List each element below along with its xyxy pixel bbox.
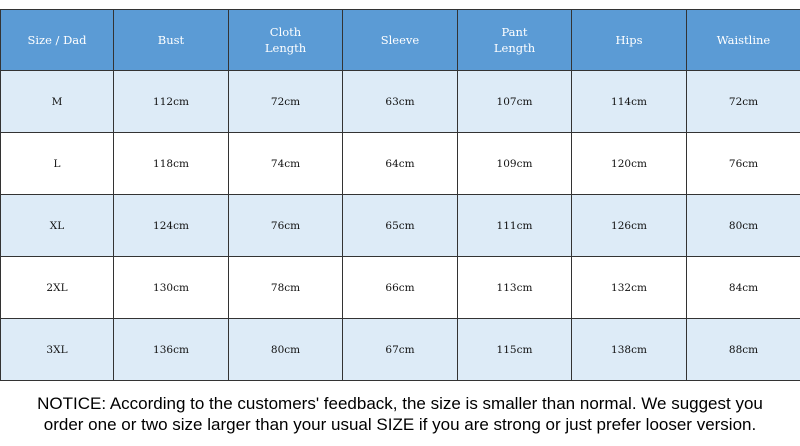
hips-cell: 132cm	[571, 256, 687, 319]
size-cell: 3XL	[0, 318, 114, 381]
header-pant-length: Pant Length	[457, 9, 572, 71]
waistline-cell: 84cm	[686, 256, 800, 319]
hips-cell: 120cm	[571, 132, 687, 195]
sleeve-cell: 63cm	[342, 70, 458, 133]
bust-cell: 112cm	[113, 70, 229, 133]
pant-length-cell: 111cm	[457, 194, 572, 257]
cloth-length-cell: 78cm	[228, 256, 343, 319]
pant-length-cell: 115cm	[457, 318, 572, 381]
table-row: L 118cm 74cm 64cm 109cm 120cm 76cm	[0, 132, 800, 195]
size-cell: L	[0, 132, 114, 195]
waistline-cell: 88cm	[686, 318, 800, 381]
sleeve-cell: 67cm	[342, 318, 458, 381]
header-bust: Bust	[113, 9, 229, 71]
header-row: Size / Dad Bust Cloth Length Sleeve Pant…	[0, 9, 800, 71]
size-cell: 2XL	[0, 256, 114, 319]
cloth-length-cell: 80cm	[228, 318, 343, 381]
cloth-length-cell: 74cm	[228, 132, 343, 195]
bust-cell: 124cm	[113, 194, 229, 257]
notice-line-1: NOTICE: According to the customers' feed…	[37, 394, 763, 413]
size-cell: M	[0, 70, 114, 133]
bust-cell: 130cm	[113, 256, 229, 319]
notice-line-2: order one or two size larger than your u…	[43, 415, 757, 434]
table-row: 3XL 136cm 80cm 67cm 115cm 138cm 88cm	[0, 318, 800, 381]
waistline-cell: 80cm	[686, 194, 800, 257]
pant-length-cell: 113cm	[457, 256, 572, 319]
hips-cell: 126cm	[571, 194, 687, 257]
header-hips: Hips	[571, 9, 687, 71]
sleeve-cell: 64cm	[342, 132, 458, 195]
header-sleeve: Sleeve	[342, 9, 458, 71]
bust-cell: 136cm	[113, 318, 229, 381]
pant-length-cell: 107cm	[457, 70, 572, 133]
cloth-length-cell: 72cm	[228, 70, 343, 133]
hips-cell: 114cm	[571, 70, 687, 133]
table-row: M 112cm 72cm 63cm 107cm 114cm 72cm	[0, 70, 800, 133]
size-cell: XL	[0, 194, 114, 257]
header-waistline: Waistline	[686, 9, 800, 71]
header-cloth-length: Cloth Length	[228, 9, 343, 71]
bust-cell: 118cm	[113, 132, 229, 195]
size-chart: Size / Dad Bust Cloth Length Sleeve Pant…	[0, 9, 800, 381]
sleeve-cell: 65cm	[342, 194, 458, 257]
table-row: XL 124cm 76cm 65cm 111cm 126cm 80cm	[0, 194, 800, 257]
waistline-cell: 72cm	[686, 70, 800, 133]
size-notice: NOTICE: According to the customers' feed…	[0, 393, 800, 435]
sleeve-cell: 66cm	[342, 256, 458, 319]
size-table: Size / Dad Bust Cloth Length Sleeve Pant…	[0, 9, 800, 381]
table-row: 2XL 130cm 78cm 66cm 113cm 132cm 84cm	[0, 256, 800, 319]
pant-length-cell: 109cm	[457, 132, 572, 195]
cloth-length-cell: 76cm	[228, 194, 343, 257]
hips-cell: 138cm	[571, 318, 687, 381]
header-size: Size / Dad	[0, 9, 114, 71]
waistline-cell: 76cm	[686, 132, 800, 195]
